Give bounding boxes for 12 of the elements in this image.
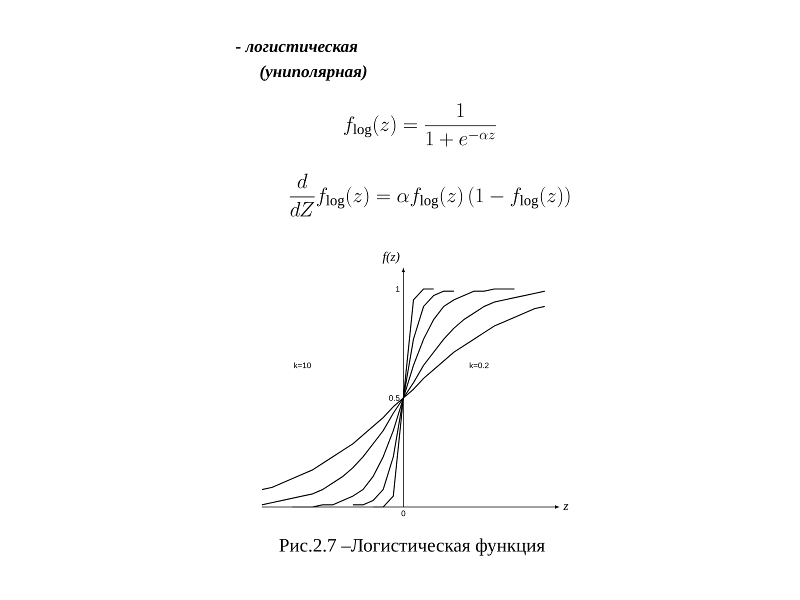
y-tick-label: 0.5 xyxy=(389,395,400,401)
chart-subtitle: (униполярная) xyxy=(260,65,366,81)
annotation: k=0.2 xyxy=(470,362,489,368)
chart-title: - логистическая xyxy=(236,44,358,52)
y-axis-title: f(z) xyxy=(382,252,400,264)
text: Рис.2.7 –Логистическая функция xyxy=(279,538,545,556)
y-tick-label: 1 xyxy=(396,286,400,292)
x-tick-label: 0 xyxy=(401,510,406,516)
text: $\frac{d}{dZ}f_{\log}(z)=\alpha f_{\log}(z)\left(1-f_{\log}(z)\right)$ xyxy=(290,174,570,217)
x-axis-title: z xyxy=(563,504,568,510)
text: $f_{\log}(z)=\frac{1}{1+e^{-\alpha z}}$ xyxy=(344,103,496,146)
annotation: k=10 xyxy=(294,362,311,368)
